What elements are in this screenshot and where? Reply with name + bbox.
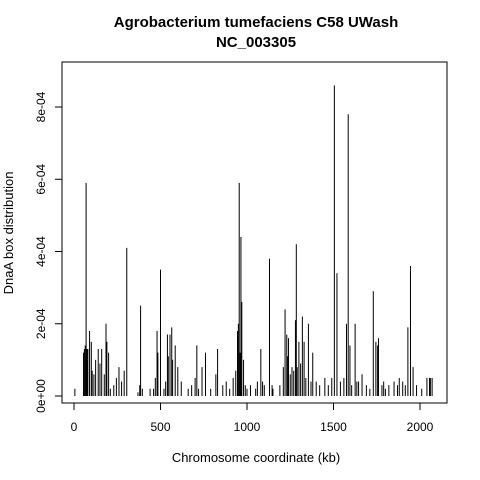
x-axis: 0 500 1000 1500 2000: [71, 402, 434, 434]
x-tick-label-4: 2000: [407, 420, 434, 434]
x-tick-label-2: 1000: [234, 420, 261, 434]
x-axis-label: Chromosome coordinate (kb): [172, 450, 340, 465]
y-axis: 0e+00 2e-04 4e-04 6e-04 8e-04: [34, 91, 63, 413]
y-tick-label-4: 8e-04: [34, 91, 48, 122]
y-tick-label-2: 4e-04: [34, 236, 48, 267]
plot-frame: [61, 61, 448, 404]
y-tick-label-0: 0e+00: [34, 379, 48, 413]
y-tick-label-1: 2e-04: [34, 308, 48, 339]
x-tick-label-1: 500: [150, 420, 170, 434]
bar-series: [74, 85, 433, 396]
x-tick-label-0: 0: [71, 420, 78, 434]
y-tick-label-3: 6e-04: [34, 164, 48, 195]
x-tick-label-3: 1500: [320, 420, 347, 434]
chart-subtitle: NC_003305: [216, 34, 296, 51]
chart-title: Agrobacterium tumefaciens C58 UWash: [114, 14, 399, 31]
y-axis-label: DnaA box distribution: [1, 172, 16, 295]
